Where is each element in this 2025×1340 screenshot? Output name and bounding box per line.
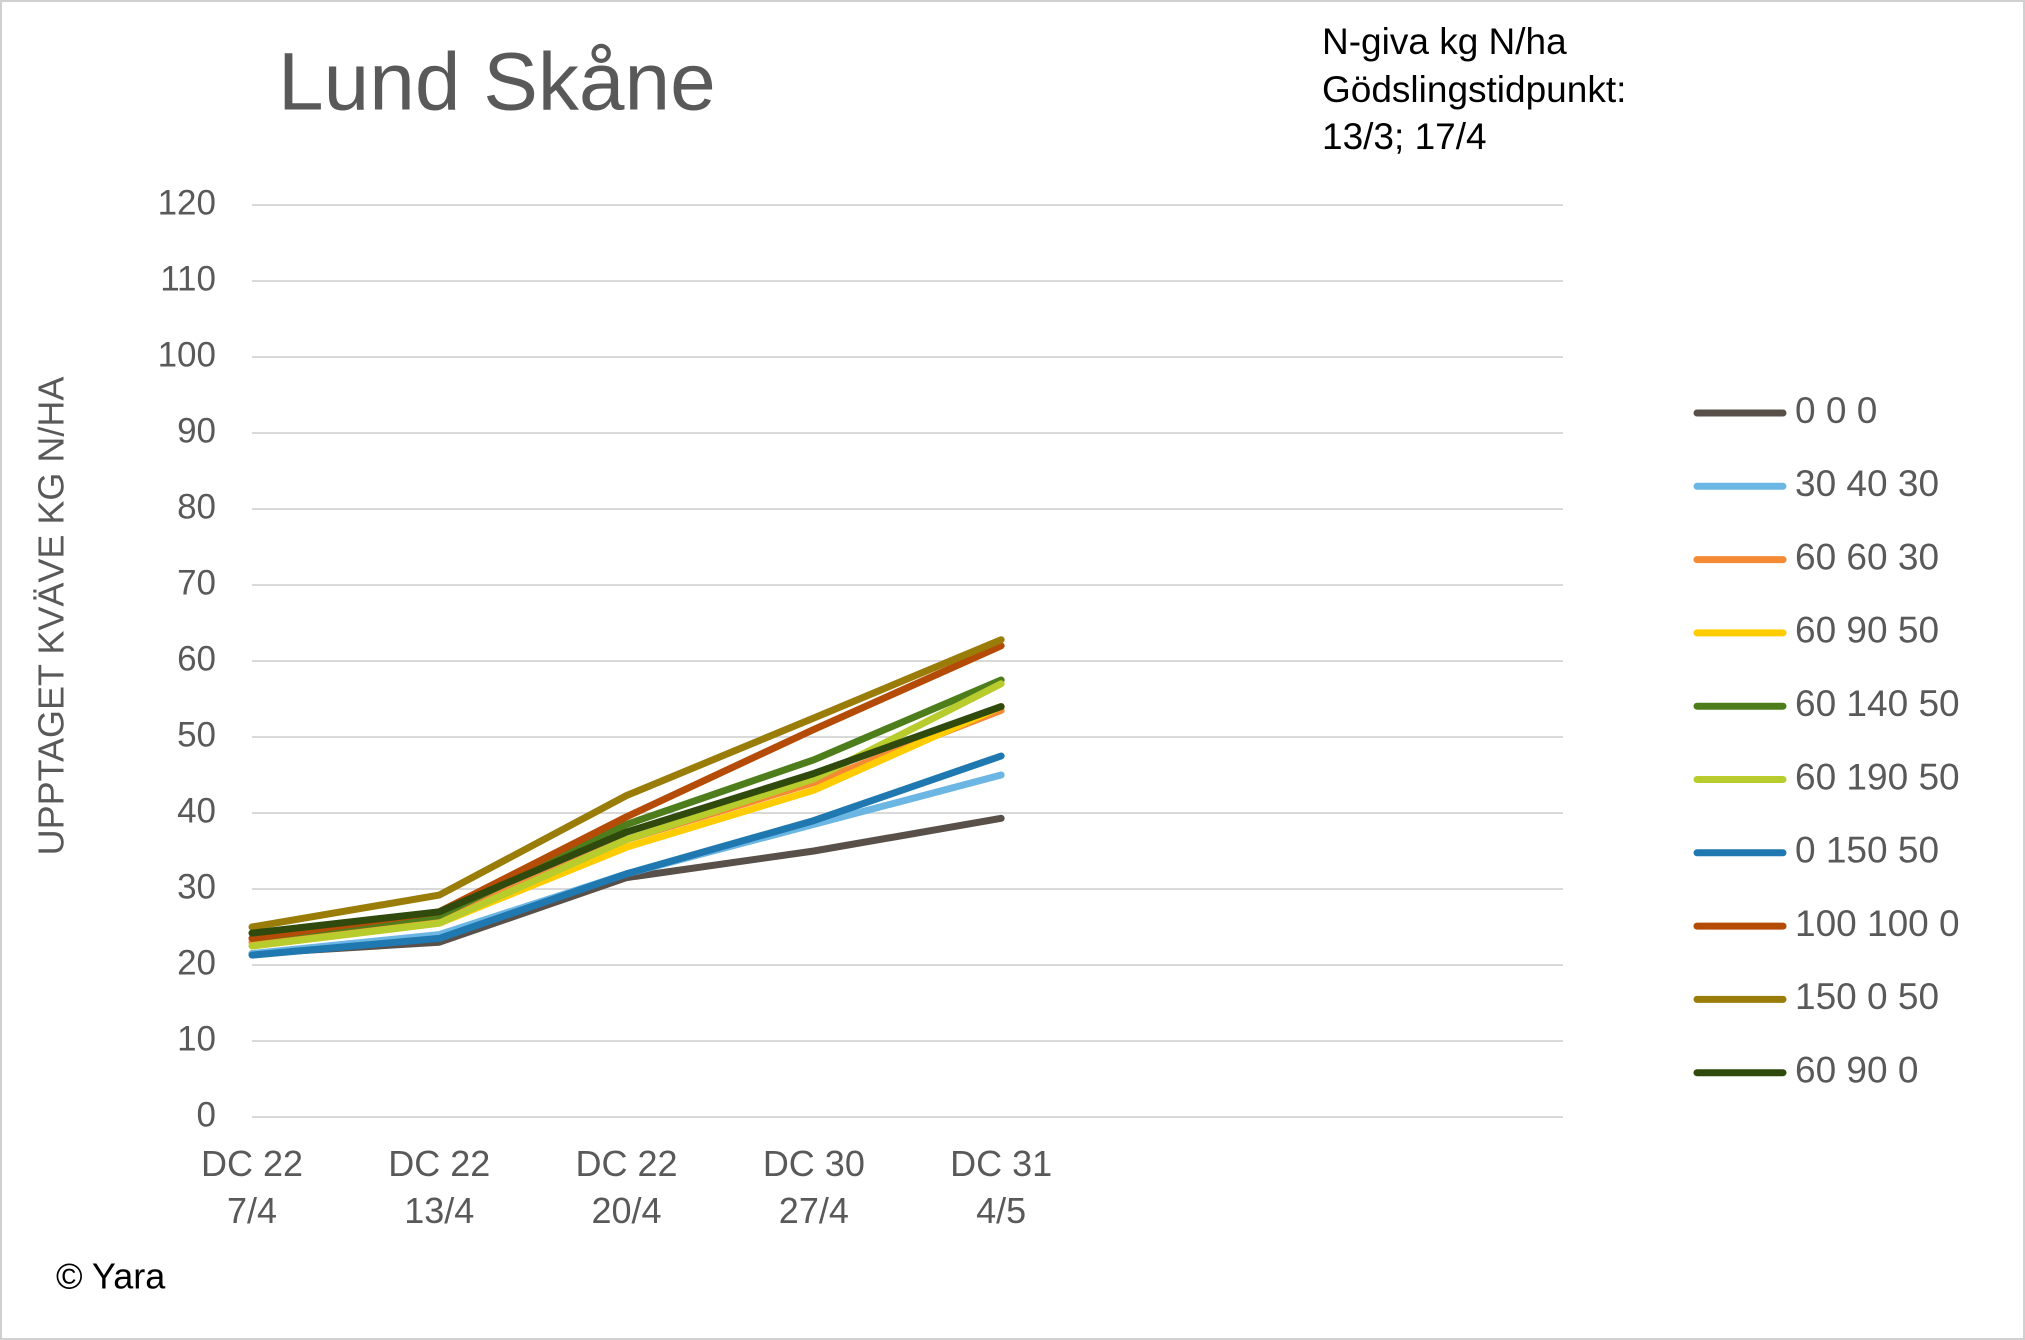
annotation: Gödslingstidpunkt: <box>1322 69 1626 110</box>
y-tick-label: 90 <box>177 411 216 450</box>
y-tick-label: 100 <box>158 335 216 374</box>
legend-label: 60 90 50 <box>1795 610 1939 651</box>
x-tick-label: DC 22 13/4 <box>388 1143 491 1231</box>
x-tick-label: DC 30 27/4 <box>762 1143 865 1231</box>
legend-label: 100 100 0 <box>1795 903 1960 944</box>
legend-label: 0 150 50 <box>1795 830 1939 871</box>
chart-title: Lund Skåne <box>278 37 716 128</box>
y-tick-label: 110 <box>160 259 216 298</box>
y-tick-label: 70 <box>177 563 216 602</box>
y-tick-label: 50 <box>177 715 216 754</box>
footer: © Yara <box>56 1256 166 1297</box>
y-tick-label: 120 <box>158 183 216 222</box>
annotation: 13/3; 17/4 <box>1322 116 1487 157</box>
x-tick-label: DC 22 7/4 <box>200 1143 304 1231</box>
annotation: N-giva kg N/ha <box>1322 21 1567 62</box>
legend-label: 30 40 30 <box>1795 463 1939 504</box>
series-line <box>248 636 1005 931</box>
legend-label: 60 60 30 <box>1795 536 1939 577</box>
legend-label: 0 0 0 <box>1795 390 1877 431</box>
y-tick-label: 30 <box>177 867 216 906</box>
legend-label: 150 0 50 <box>1795 976 1939 1017</box>
y-tick-label: 20 <box>177 943 216 982</box>
y-tick-label: 40 <box>177 791 216 830</box>
y-tick-label: 80 <box>177 487 216 526</box>
y-tick-label: 0 <box>197 1095 216 1134</box>
series-line <box>248 680 1005 950</box>
legend-label: 60 190 50 <box>1795 756 1960 797</box>
series-line <box>248 703 1005 937</box>
y-axis-title: UPPTAGET KVÄVE KG N/HA <box>31 377 72 856</box>
series-line <box>248 676 1005 942</box>
legend-label: 60 140 50 <box>1795 683 1960 724</box>
series-line <box>248 752 1005 959</box>
legend-label: 60 90 0 <box>1795 1049 1918 1090</box>
x-tick-label: DC 31 4/5 <box>950 1143 1053 1231</box>
y-tick-label: 60 <box>177 639 216 678</box>
x-tick-label: DC 22 20/4 <box>575 1143 678 1231</box>
y-tick-label: 10 <box>177 1019 216 1058</box>
